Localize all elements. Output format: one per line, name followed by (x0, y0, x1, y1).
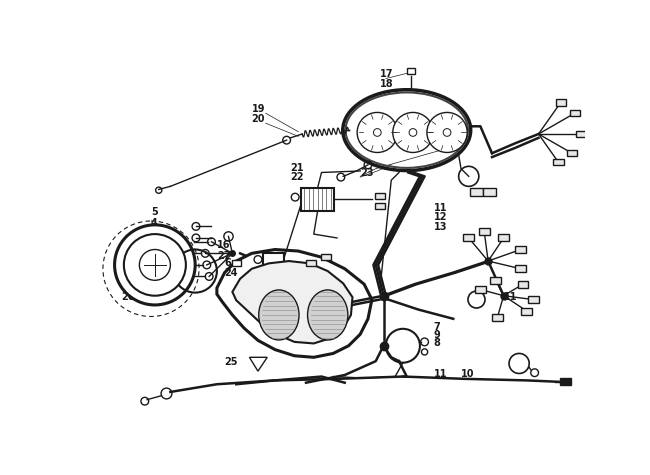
Text: 11: 11 (434, 203, 447, 213)
Text: 15: 15 (263, 265, 277, 275)
Bar (491, 277, 501, 284)
Circle shape (114, 225, 195, 305)
Circle shape (124, 234, 186, 296)
Bar (232, 259, 240, 266)
Polygon shape (250, 357, 267, 371)
Text: 21: 21 (291, 163, 304, 173)
Bar (306, 260, 316, 266)
Bar (374, 202, 385, 209)
Text: 10: 10 (461, 369, 474, 379)
Text: 14: 14 (302, 199, 316, 209)
Bar (521, 308, 532, 314)
Bar (515, 265, 526, 272)
Text: 12: 12 (434, 212, 447, 222)
Bar (407, 68, 415, 74)
Text: 18: 18 (380, 79, 393, 89)
Ellipse shape (307, 290, 348, 340)
Text: 1: 1 (164, 243, 171, 253)
Bar (553, 159, 564, 165)
Text: 13: 13 (434, 222, 447, 232)
Bar (479, 228, 489, 235)
Text: 19: 19 (252, 104, 265, 114)
Text: 23: 23 (360, 168, 374, 178)
Circle shape (393, 113, 433, 152)
Bar (321, 254, 332, 260)
Bar (576, 131, 586, 137)
Bar (498, 235, 509, 241)
Text: 6: 6 (225, 258, 231, 268)
Text: 24: 24 (225, 268, 238, 278)
Bar (374, 193, 385, 200)
Bar (556, 99, 566, 105)
Circle shape (357, 113, 397, 152)
Text: 27: 27 (217, 251, 230, 261)
Text: 11: 11 (434, 369, 447, 379)
Bar (302, 188, 334, 211)
Text: 3: 3 (222, 276, 229, 286)
Text: 7: 7 (434, 323, 441, 332)
Bar (515, 246, 526, 253)
Bar (528, 296, 538, 303)
Text: 25: 25 (225, 357, 238, 367)
Text: 9: 9 (434, 330, 441, 340)
Circle shape (427, 113, 467, 152)
Text: 16: 16 (217, 240, 230, 250)
Bar (492, 314, 503, 321)
Bar (463, 235, 474, 241)
Polygon shape (217, 249, 372, 357)
Polygon shape (233, 261, 352, 343)
Ellipse shape (259, 290, 299, 340)
Bar (567, 150, 577, 156)
Text: 11: 11 (504, 292, 517, 302)
Text: 22: 22 (291, 172, 304, 182)
Text: 5: 5 (151, 207, 158, 217)
Bar (263, 253, 284, 266)
Text: 26: 26 (122, 292, 135, 302)
Bar (517, 281, 528, 288)
Bar (484, 188, 496, 196)
Bar (560, 379, 571, 385)
Text: 4: 4 (151, 218, 158, 228)
Bar (475, 286, 486, 293)
Text: 2: 2 (151, 231, 158, 241)
Text: 8: 8 (434, 338, 441, 348)
Bar (571, 110, 580, 116)
Text: 20: 20 (252, 114, 265, 124)
Bar (471, 188, 483, 196)
Text: 17: 17 (380, 69, 393, 79)
